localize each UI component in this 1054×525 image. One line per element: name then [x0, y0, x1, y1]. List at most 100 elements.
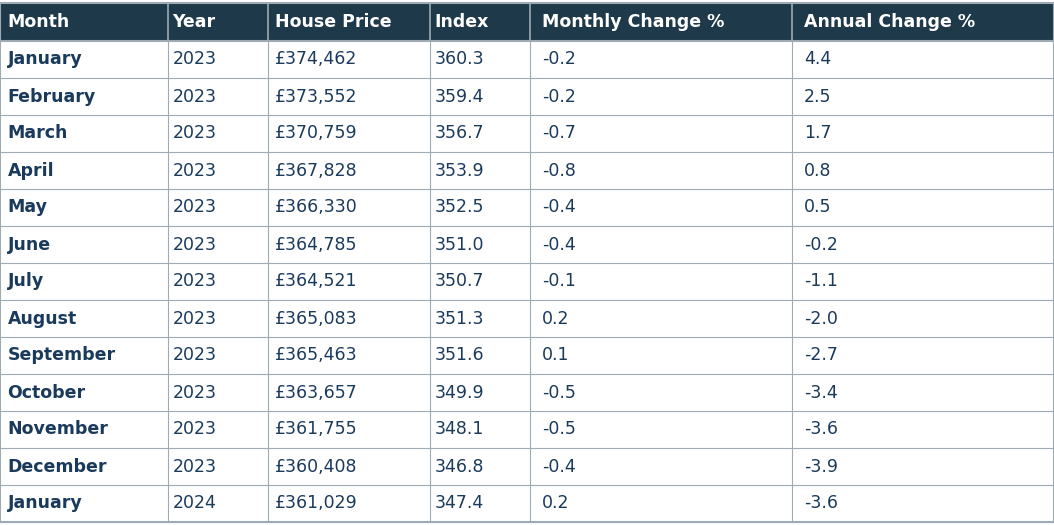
Bar — [268, 448, 430, 485]
Text: House Price: House Price — [275, 13, 392, 31]
Bar — [430, 485, 530, 522]
Text: 351.3: 351.3 — [434, 310, 484, 328]
Bar — [792, 263, 1054, 300]
Text: Annual Change %: Annual Change % — [804, 13, 975, 31]
Bar — [430, 115, 530, 152]
Bar — [530, 115, 792, 152]
Text: August: August — [7, 310, 77, 328]
Bar — [430, 3, 530, 41]
Text: 4.4: 4.4 — [804, 50, 831, 68]
Text: -0.5: -0.5 — [542, 421, 575, 438]
Text: March: March — [7, 124, 67, 142]
Text: -0.7: -0.7 — [542, 124, 575, 142]
Bar — [0, 3, 168, 41]
Text: 2023: 2023 — [173, 50, 216, 68]
Text: April: April — [7, 162, 54, 180]
Bar — [168, 41, 268, 78]
Bar — [268, 41, 430, 78]
Text: 2023: 2023 — [173, 310, 216, 328]
Bar — [0, 337, 168, 374]
Bar — [430, 448, 530, 485]
Text: 347.4: 347.4 — [434, 495, 484, 512]
Bar — [268, 115, 430, 152]
Bar — [168, 300, 268, 337]
Bar — [792, 485, 1054, 522]
Bar — [430, 374, 530, 411]
Bar — [0, 152, 168, 189]
Bar — [430, 263, 530, 300]
Text: Index: Index — [434, 13, 489, 31]
Bar — [168, 226, 268, 263]
Bar — [530, 152, 792, 189]
Bar — [268, 78, 430, 115]
Text: 359.4: 359.4 — [434, 88, 484, 106]
Bar — [530, 226, 792, 263]
Bar — [168, 374, 268, 411]
Text: May: May — [7, 198, 47, 216]
Text: January: January — [7, 495, 82, 512]
Bar — [430, 41, 530, 78]
Bar — [430, 226, 530, 263]
Text: 352.5: 352.5 — [434, 198, 484, 216]
Text: -0.8: -0.8 — [542, 162, 575, 180]
Text: £364,785: £364,785 — [275, 236, 357, 254]
Text: -0.4: -0.4 — [542, 457, 575, 476]
Bar — [168, 448, 268, 485]
Bar — [530, 300, 792, 337]
Bar — [530, 78, 792, 115]
Text: 0.5: 0.5 — [804, 198, 832, 216]
Bar — [0, 115, 168, 152]
Bar — [792, 3, 1054, 41]
Bar — [0, 226, 168, 263]
Text: £365,463: £365,463 — [275, 346, 358, 364]
Bar — [268, 263, 430, 300]
Text: 2023: 2023 — [173, 236, 216, 254]
Text: 0.2: 0.2 — [542, 495, 569, 512]
Text: -3.4: -3.4 — [804, 383, 838, 402]
Text: June: June — [7, 236, 51, 254]
Text: Year: Year — [173, 13, 216, 31]
Bar — [530, 485, 792, 522]
Bar — [268, 3, 430, 41]
Text: -3.6: -3.6 — [804, 421, 838, 438]
Text: £364,521: £364,521 — [275, 272, 357, 290]
Text: 0.2: 0.2 — [542, 310, 569, 328]
Text: 1.7: 1.7 — [804, 124, 832, 142]
Bar — [792, 41, 1054, 78]
Text: £367,828: £367,828 — [275, 162, 358, 180]
Bar — [168, 115, 268, 152]
Bar — [0, 263, 168, 300]
Bar — [268, 226, 430, 263]
Bar — [268, 300, 430, 337]
Bar — [430, 337, 530, 374]
Bar — [430, 152, 530, 189]
Bar — [0, 411, 168, 448]
Text: 2023: 2023 — [173, 124, 216, 142]
Text: -2.0: -2.0 — [804, 310, 838, 328]
Bar — [168, 263, 268, 300]
Text: -3.6: -3.6 — [804, 495, 838, 512]
Bar — [430, 300, 530, 337]
Text: £374,462: £374,462 — [275, 50, 357, 68]
Bar — [0, 448, 168, 485]
Bar — [792, 78, 1054, 115]
Text: 2023: 2023 — [173, 162, 216, 180]
Text: 2023: 2023 — [173, 88, 216, 106]
Text: £366,330: £366,330 — [275, 198, 358, 216]
Bar — [0, 78, 168, 115]
Bar — [530, 448, 792, 485]
Text: 350.7: 350.7 — [434, 272, 484, 290]
Bar — [792, 411, 1054, 448]
Bar — [268, 411, 430, 448]
Bar — [530, 3, 792, 41]
Bar — [168, 337, 268, 374]
Bar — [268, 485, 430, 522]
Text: Month: Month — [7, 13, 70, 31]
Text: £370,759: £370,759 — [275, 124, 358, 142]
Bar — [268, 374, 430, 411]
Text: £361,755: £361,755 — [275, 421, 358, 438]
Text: Monthly Change %: Monthly Change % — [542, 13, 724, 31]
Bar — [268, 152, 430, 189]
Text: £363,657: £363,657 — [275, 383, 358, 402]
Text: 2.5: 2.5 — [804, 88, 832, 106]
